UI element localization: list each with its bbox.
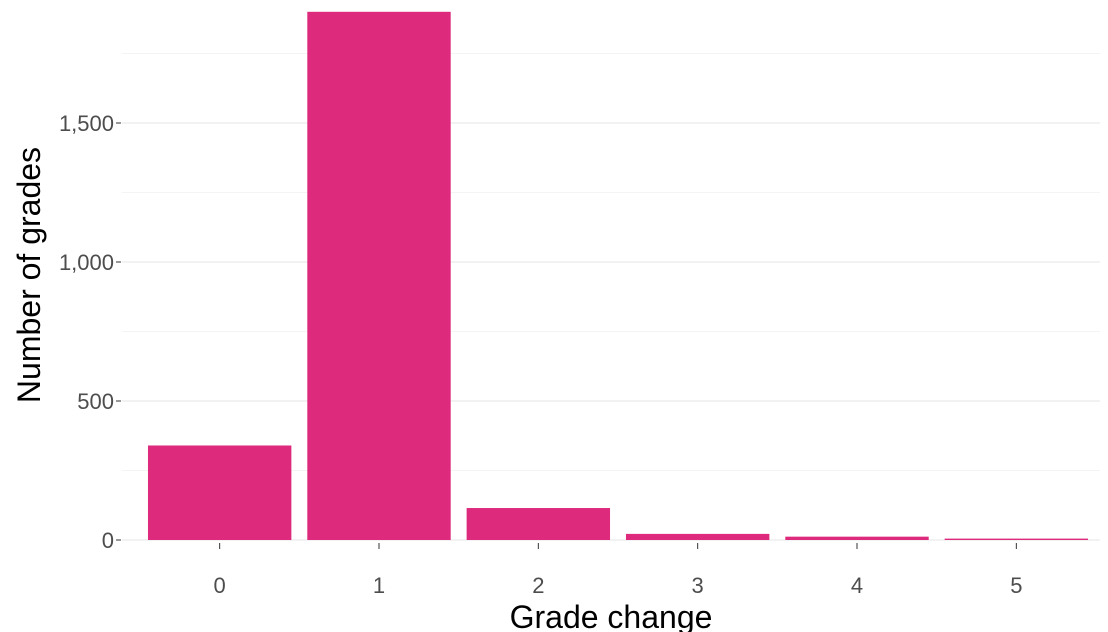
x-tick-label: 3	[692, 573, 704, 598]
bar-2	[466, 508, 611, 540]
bar-5	[944, 538, 1089, 540]
x-tick-label: 4	[851, 573, 863, 598]
y-tick-label: 500	[77, 389, 114, 414]
x-axis-title: Grade change	[510, 599, 713, 632]
bar-1	[307, 11, 451, 541]
y-tick-label: 0	[102, 528, 114, 553]
x-tick-label: 0	[214, 573, 226, 598]
x-tick-label: 2	[532, 573, 544, 598]
bar-4	[785, 536, 929, 540]
y-tick-label: 1,000	[59, 250, 114, 275]
bar-3	[625, 533, 770, 540]
bar-0	[147, 445, 292, 540]
x-tick-label: 1	[373, 573, 385, 598]
y-tick-label: 1,500	[59, 111, 114, 136]
y-axis-title: Number of grades	[11, 147, 47, 403]
y-axis: 0 500 1,000 1,500	[59, 111, 121, 553]
x-axis: 0 1 2 3 4 5	[214, 543, 1022, 598]
bars-group	[147, 11, 1089, 541]
x-tick-label: 5	[1010, 573, 1022, 598]
